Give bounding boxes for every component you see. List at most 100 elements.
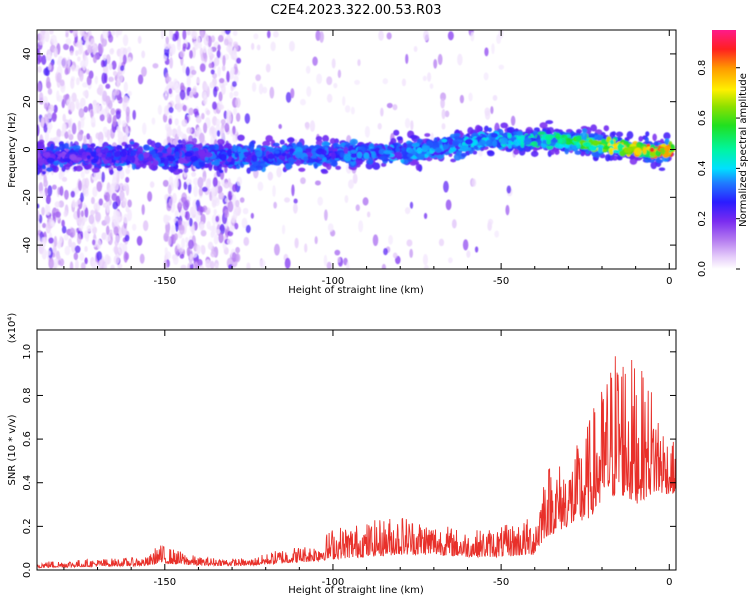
spectrogram-speck [227,230,234,237]
spectrogram-cell [329,158,336,163]
spectrogram-speck [43,67,49,76]
spectrogram-speck [236,176,243,186]
spectrogram-speck [91,259,97,269]
spectrogram-speck [177,202,183,211]
spectrogram-speck [201,112,205,120]
spectrogram-speck [377,123,382,130]
spectrogram-speck [166,126,172,137]
spectrogram-speck [210,260,215,269]
spectrogram-speck [487,218,494,226]
spectrogram-cell [402,154,407,160]
spectrogram-speck [67,129,72,136]
spectrogram-speck [78,108,85,118]
spectrogram-speck [122,213,129,224]
spectrogram-speck [293,198,298,204]
spectrogram-speck [176,129,182,138]
spectrogram-speck [110,107,116,116]
spectrogram-speck [56,72,62,84]
spectrogram-speck [404,118,411,129]
spectrogram-speck [200,244,205,251]
spectrogram-speck [235,254,239,262]
spectrogram-cell [37,158,45,166]
spectrogram-speck [300,177,306,185]
spectrogram-cell [50,143,55,151]
spectrogram-speck [326,76,333,86]
spectrogram-cell [461,152,467,157]
spectrogram-speck [219,223,225,235]
spectrogram-cell [265,135,273,142]
spectrogram-cell [315,139,324,146]
spectrogram-speck [136,235,143,246]
spectrogram-speck [176,244,181,250]
spectrogram-speck [215,229,221,235]
spectrogram-speck [90,38,95,50]
spectrogram-cell [523,137,532,146]
spectrogram-speck [182,43,187,50]
spectrogram-speck [258,83,264,95]
spectrogram-cell [431,141,440,150]
spectrogram-cell [600,138,607,144]
spectrogram-speck [111,60,117,70]
spectrogram-speck [95,211,102,223]
spectrogram-speck [232,125,236,135]
spectrogram-cell [185,144,194,148]
spectrogram-cell [152,164,157,171]
colorbar-ticks: 0.00.20.40.60.8 [697,60,740,277]
spectrogram-speck [78,180,83,192]
spectrogram-cell [91,167,100,173]
spectrogram-speck [404,207,411,215]
spectrogram-speck [168,118,172,125]
spectrogram-speck [170,43,176,55]
spectrogram-speck [122,54,127,65]
spectrogram-speck [112,201,118,210]
spectrogram-speck [118,242,125,255]
spectrogram-speck [132,109,136,120]
spectrogram-speck [61,225,67,234]
spectrogram-speck [182,200,189,211]
spectrogram-cell [664,145,671,152]
spectrogram-speck [299,98,306,106]
spectrogram-speck [229,225,236,232]
spectrogram-cell [575,135,582,142]
spectrogram-speck [305,121,310,131]
spectrogram-cell [227,148,232,157]
spectrogram-cell [582,128,588,134]
spectrogram-speck [87,44,92,54]
spectrogram-speck [40,117,45,128]
spectrogram-speck [73,252,79,261]
spectrogram-speck [37,221,41,232]
spectrogram-cell [113,151,120,158]
spectrogram-speck [61,219,65,228]
spectrogram-speck [226,70,230,83]
spectrogram-speck [324,209,328,221]
spectrogram-speck [105,83,111,89]
spectrogram-speck [48,63,52,71]
spectrogram-cell [177,139,182,144]
spectrogram-speck [346,261,350,269]
spectrogram-cell [339,152,345,158]
spectrogram-speck [45,194,51,205]
spectrogram-cell [163,158,169,167]
colorbar-gradient [712,30,736,269]
spectrogram-cell [530,150,539,157]
spectrogram-speck [46,109,53,119]
spectrogram-speck [42,222,47,229]
spectrogram-speck [334,249,341,256]
colorbar-tick-label: 0.0 [697,261,708,277]
spectrogram-cell [500,122,508,129]
spectrogram-speck [74,245,81,254]
spectrogram-speck [41,54,47,65]
spectrogram-speck [69,50,74,56]
spectrogram-speck [86,75,92,86]
spectrogram-speck [80,262,86,269]
spectrogram-cell [564,137,573,146]
spectrogram-ylabel: Frequency (Hz) [7,112,18,188]
spectrogram-speck [193,177,199,186]
spectrogram-cell [603,125,610,132]
spectrogram-cell [287,137,295,144]
spectrogram-speck [46,250,51,256]
spectrogram-speck [88,214,95,225]
spectrogram-speck [46,76,51,89]
spectrogram-speck [218,91,223,102]
spectrogram-speck [386,32,392,40]
